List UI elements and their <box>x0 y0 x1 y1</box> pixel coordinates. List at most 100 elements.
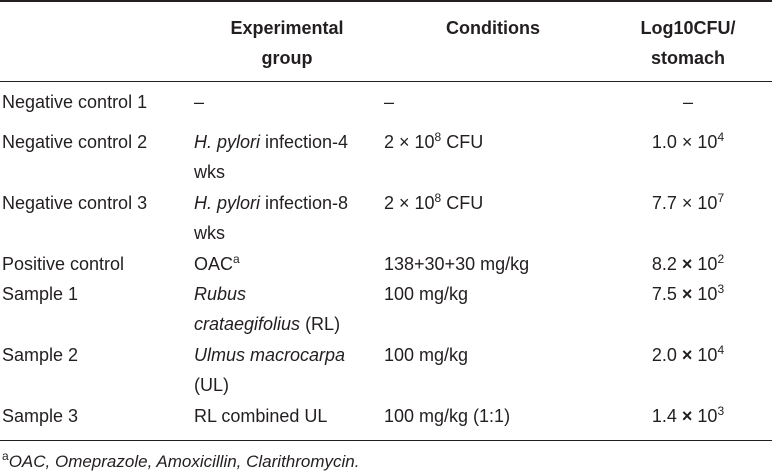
cell-line: 1.4 × 103 <box>652 405 724 427</box>
superscript: 2 <box>717 251 725 266</box>
text: 7.7 × 10 <box>651 192 718 213</box>
header-cell: Experimental <box>230 17 343 39</box>
cell-line: 138+30+30 mg/kg <box>384 253 529 275</box>
header-cell: group <box>262 47 313 69</box>
text: wks <box>194 223 225 244</box>
text: × <box>681 344 693 365</box>
cell-line: 7.5 × 103 <box>652 283 724 305</box>
superscript: 4 <box>717 342 725 357</box>
header-rule <box>0 81 772 82</box>
footnote: aOAC, Omeprazole, Amoxicillin, Clarithro… <box>2 449 360 473</box>
cell-line: 100 mg/kg <box>384 283 468 305</box>
cell-line: – <box>194 91 204 113</box>
text: × <box>681 284 693 304</box>
text: – <box>682 92 694 112</box>
text: RL combined UL <box>194 405 328 426</box>
text: Sample 2 <box>2 344 79 365</box>
superscript: a <box>233 251 240 266</box>
cell-line: 100 mg/kg <box>384 344 468 366</box>
text: 8.2 <box>651 253 682 274</box>
header-cell: Log10CFU/ <box>640 17 735 39</box>
text: H. pylori <box>194 132 261 152</box>
cell-line: – <box>683 91 693 113</box>
text: 100 mg/kg <box>384 344 469 365</box>
cell-line: 100 mg/kg (1:1) <box>384 405 510 427</box>
row-label: Positive control <box>2 253 124 275</box>
cell-line: H. pylori infection-4 <box>194 131 348 153</box>
text: × <box>681 253 693 274</box>
superscript: 8 <box>434 130 442 144</box>
text: – <box>384 92 395 112</box>
cell-line: RL combined UL <box>194 405 327 427</box>
superscript: 3 <box>717 282 725 296</box>
row-label: Negative control 2 <box>2 131 147 153</box>
row-label: Sample 2 <box>2 344 78 366</box>
superscript: 7 <box>717 190 725 205</box>
text: 10 <box>692 405 718 426</box>
row-label: Sample 3 <box>2 405 78 427</box>
cell-line: 2 × 108 CFU <box>384 131 483 153</box>
text: (RL) <box>300 314 341 335</box>
text: Positive control <box>2 253 125 274</box>
header-text: Conditions <box>446 18 540 38</box>
top-rule <box>0 0 772 2</box>
text: 138+30+30 mg/kg <box>384 253 530 274</box>
cell-line: crataegifolius (RL) <box>194 313 340 335</box>
text: Negative control 1 <box>2 92 148 112</box>
text: – <box>194 92 205 112</box>
text: 10 <box>692 253 718 274</box>
text: 1.0 × 10 <box>651 132 718 152</box>
row-label: Negative control 3 <box>2 192 147 214</box>
header-text: Log10CFU/ <box>640 18 736 38</box>
row-label: Negative control 1 <box>2 91 147 113</box>
superscript: 4 <box>717 130 725 144</box>
superscript: a <box>2 449 9 463</box>
superscript: 8 <box>434 190 442 205</box>
cell-line: OACa <box>194 253 240 275</box>
row-label: Sample 1 <box>2 283 78 305</box>
text: × <box>681 405 693 426</box>
text: H. pylori <box>194 192 261 213</box>
cell-line: wks <box>194 161 225 183</box>
cell-line: 2 × 108 CFU <box>384 192 483 214</box>
text: OAC, Omeprazole, Amoxicillin, Clarithrom… <box>8 452 360 471</box>
header-text: group <box>261 48 313 68</box>
text: 2 × 10 <box>384 132 435 152</box>
text: Negative control 3 <box>2 192 148 213</box>
text: 10 <box>692 344 718 365</box>
text: 2 × 10 <box>384 192 435 213</box>
header-text: stomach <box>650 48 726 68</box>
header-cell: Conditions <box>446 17 540 39</box>
text: infection-8 <box>260 192 349 213</box>
cell-line: 7.7 × 107 <box>652 192 724 214</box>
cell-line: Ulmus macrocarpa <box>194 344 345 366</box>
header-cell: stomach <box>651 47 725 69</box>
cell-line: wks <box>194 222 225 244</box>
text: OAC <box>194 253 234 274</box>
text: Ulmus macrocarpa <box>194 344 346 365</box>
text: wks <box>194 162 225 183</box>
text: CFU <box>441 132 484 152</box>
text: 2.0 <box>651 344 682 365</box>
cell-line: 2.0 × 104 <box>652 344 724 366</box>
text: (UL) <box>194 375 229 396</box>
text: infection-4 <box>260 132 349 152</box>
bottom-rule <box>0 440 772 441</box>
superscript: 3 <box>717 403 725 418</box>
text: 10 <box>692 284 718 304</box>
text: Sample 1 <box>2 284 79 304</box>
text: CFU <box>441 192 484 213</box>
header-text: Experimental <box>230 18 344 38</box>
text: 100 mg/kg <box>384 284 469 304</box>
cell-line: (UL) <box>194 374 229 396</box>
cell-line: H. pylori infection-8 <box>194 192 348 214</box>
cell-line: – <box>384 91 394 113</box>
text: Sample 3 <box>2 405 79 426</box>
text: crataegifolius <box>194 314 301 335</box>
cell-line: 1.0 × 104 <box>652 131 724 153</box>
cell-line: 8.2 × 102 <box>652 253 724 275</box>
text: Rubus <box>194 284 247 304</box>
text: Negative control 2 <box>2 132 148 152</box>
text: 100 mg/kg (1:1) <box>384 405 511 426</box>
